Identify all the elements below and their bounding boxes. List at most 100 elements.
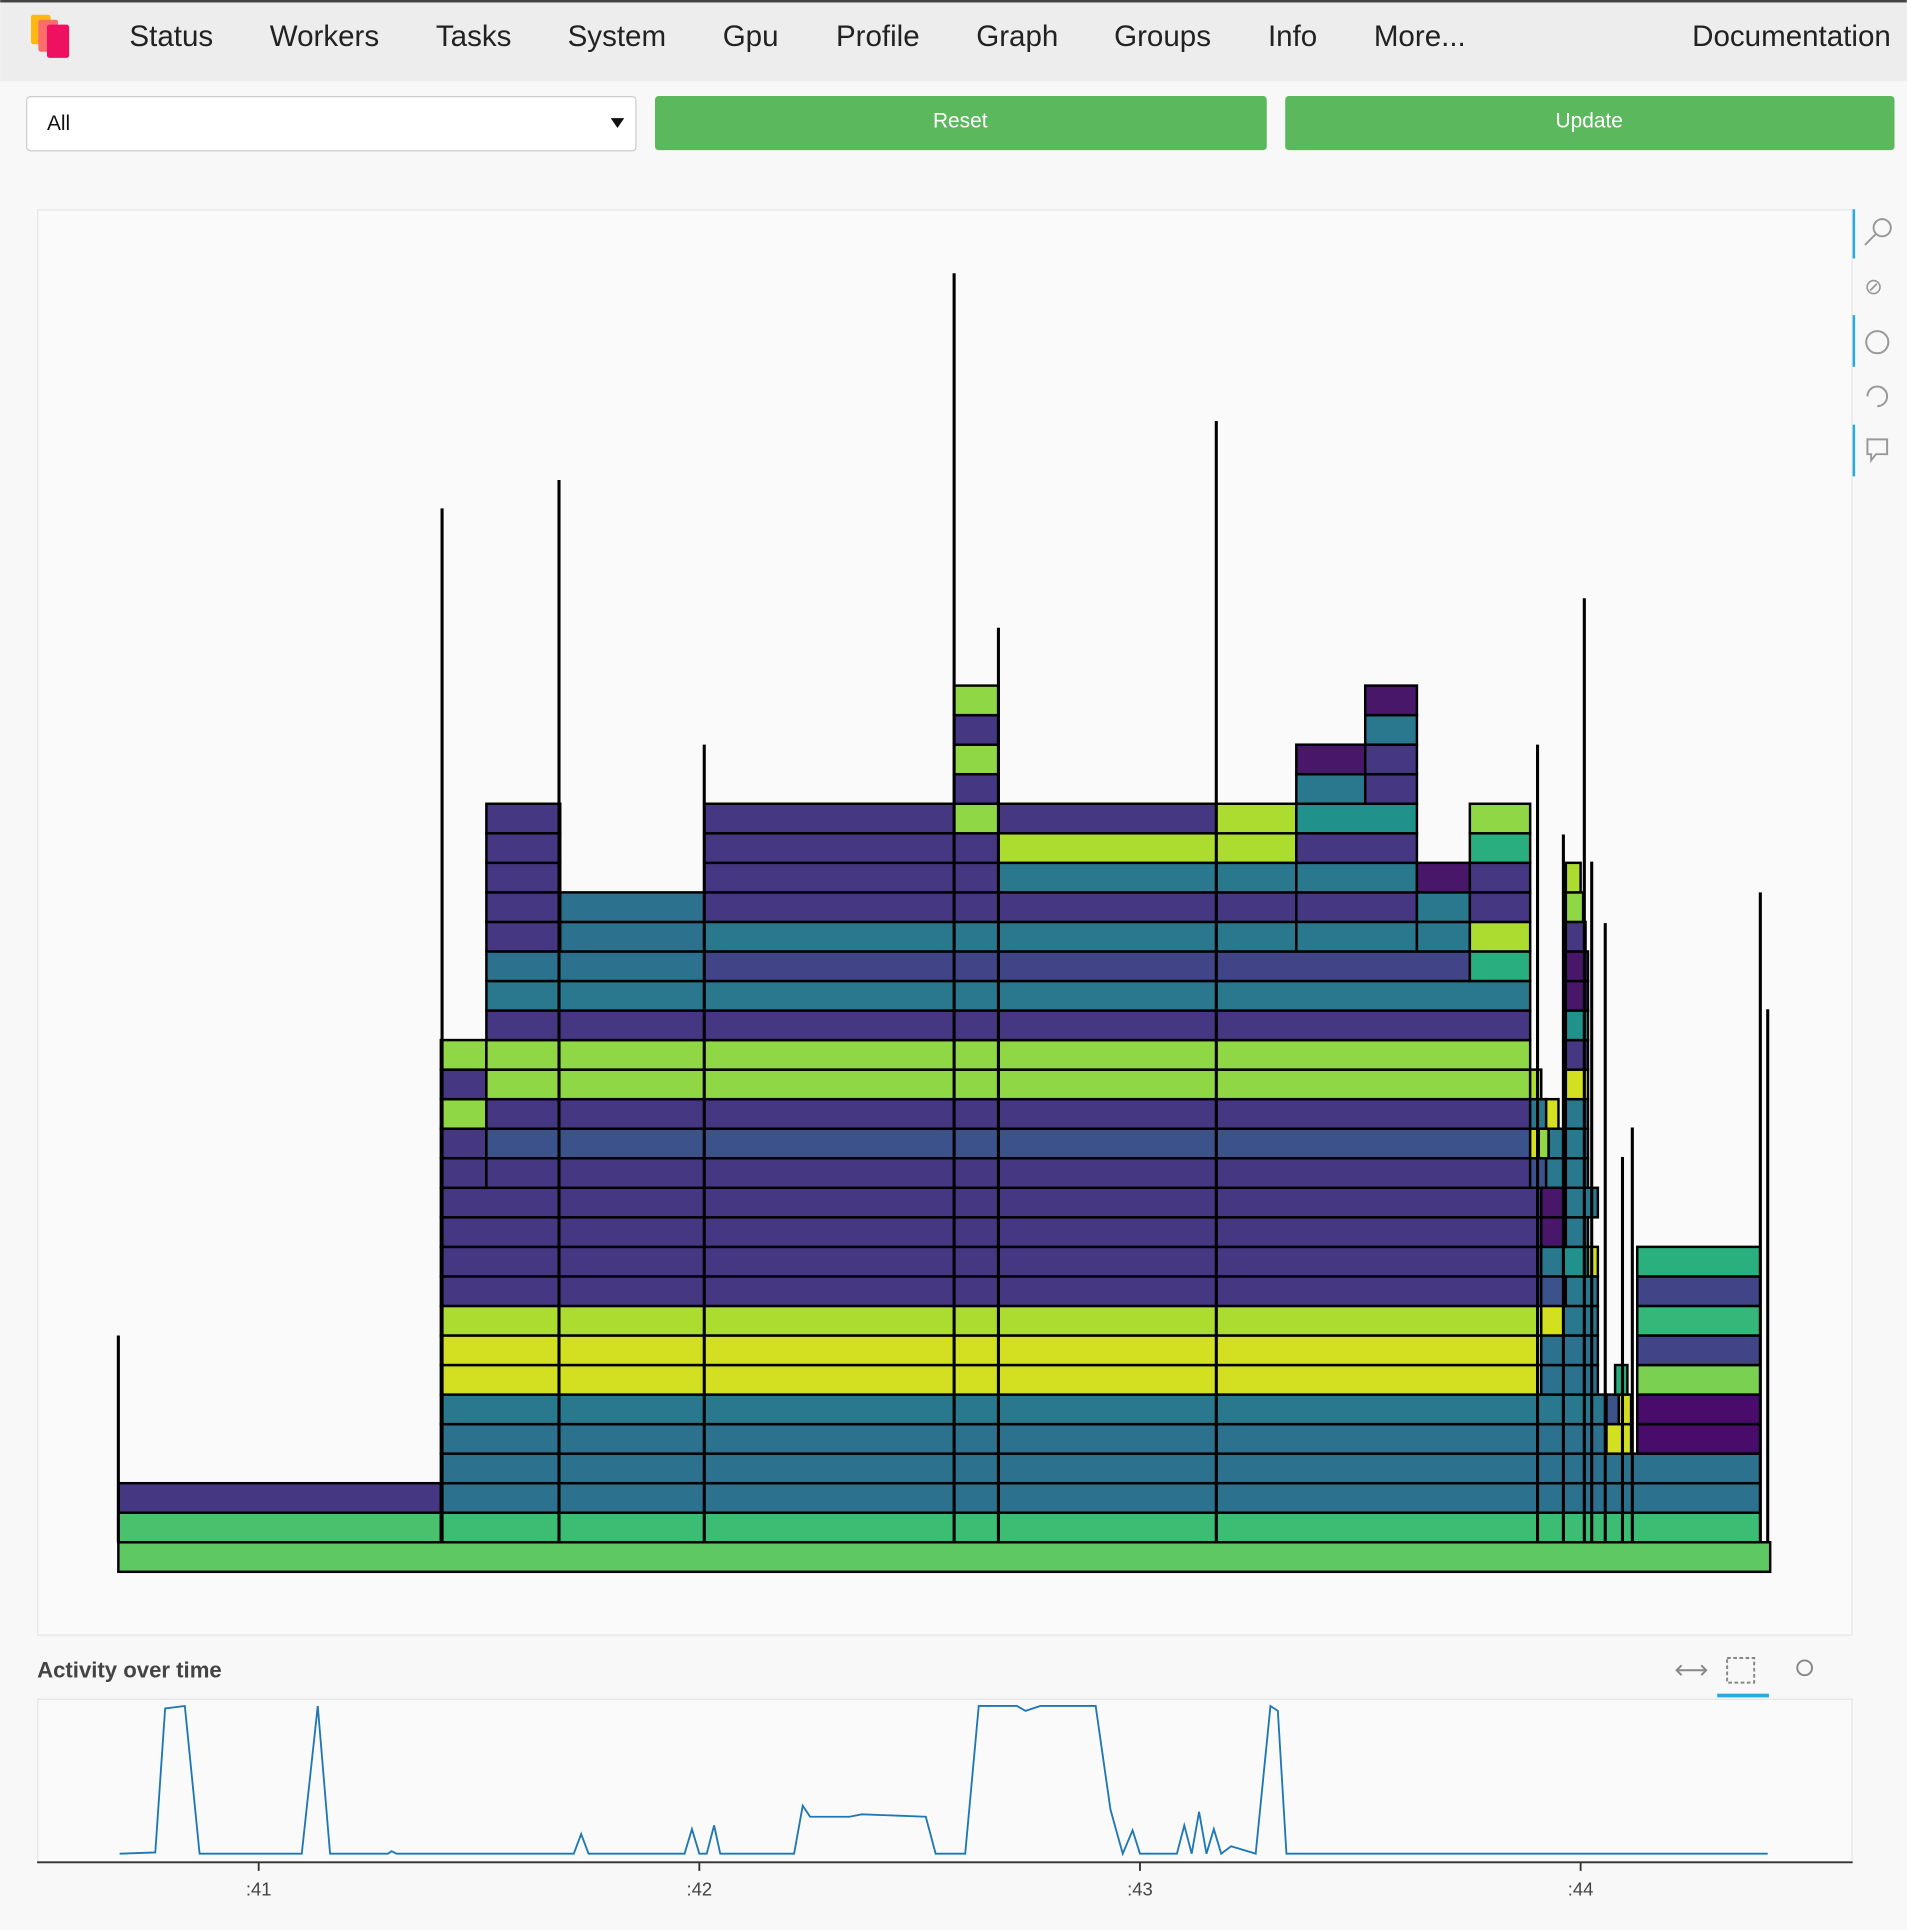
frame-block[interactable] — [1537, 1127, 1550, 1160]
frame-block[interactable] — [485, 979, 1532, 1012]
frame-block[interactable] — [1215, 802, 1298, 835]
frame-block[interactable] — [1363, 713, 1419, 746]
zoom-tool[interactable] — [1872, 218, 1892, 238]
frame-block[interactable] — [952, 743, 1000, 776]
frame-block[interactable] — [1363, 684, 1419, 717]
frame-block[interactable] — [439, 1422, 1608, 1455]
frame-block[interactable] — [1617, 1393, 1633, 1426]
nav-link[interactable]: Tasks — [436, 20, 512, 53]
frame-block[interactable] — [439, 1097, 488, 1130]
frame-block[interactable] — [1295, 772, 1367, 805]
frame-block[interactable] — [1295, 920, 1419, 953]
nav-link[interactable]: Status — [129, 20, 213, 53]
box-zoom-tool[interactable] — [1726, 1656, 1756, 1684]
frame-block[interactable] — [1540, 1186, 1568, 1219]
frame-block[interactable] — [439, 1275, 1543, 1308]
frame-block[interactable] — [1564, 861, 1582, 894]
nav-link[interactable]: Gpu — [723, 20, 779, 53]
frame-block[interactable] — [485, 1038, 1532, 1071]
frame-block[interactable] — [1564, 920, 1587, 953]
frame-block[interactable] — [1468, 861, 1532, 894]
frame-block[interactable] — [439, 1334, 1543, 1367]
reset-button[interactable] — [655, 96, 1267, 151]
frame-block[interactable] — [1415, 891, 1472, 924]
frame-block[interactable] — [1295, 832, 1419, 865]
frame-block[interactable] — [1540, 1334, 1600, 1367]
reset-tool[interactable] — [1866, 385, 1889, 408]
nav-link[interactable]: Workers — [270, 20, 379, 53]
frame-block[interactable] — [485, 802, 562, 835]
frame-block[interactable] — [997, 802, 1218, 835]
frame-block[interactable] — [117, 1511, 443, 1544]
frame-block[interactable] — [1636, 1245, 1762, 1278]
select-box[interactable] — [26, 96, 637, 152]
hover-tool[interactable] — [1866, 438, 1889, 464]
frame-block[interactable] — [485, 1127, 1532, 1160]
frame-block[interactable] — [1636, 1393, 1762, 1426]
frame-block[interactable] — [1468, 891, 1532, 924]
frame-block[interactable] — [1468, 802, 1532, 835]
frame-block[interactable] — [1363, 743, 1419, 776]
logo[interactable] — [30, 14, 70, 58]
frame-block[interactable] — [439, 1304, 1543, 1337]
frame-block[interactable] — [1636, 1363, 1762, 1396]
frame-block[interactable] — [485, 1097, 1532, 1130]
frame-block[interactable] — [1544, 1097, 1560, 1130]
frame-block[interactable] — [439, 1363, 1543, 1396]
frame-block[interactable] — [703, 950, 1472, 983]
frame-block[interactable] — [1295, 743, 1367, 776]
frame-block[interactable] — [559, 920, 706, 953]
frame-block[interactable] — [485, 1009, 1532, 1042]
wheel-zoom-tool[interactable] — [1865, 330, 1890, 355]
frame-block[interactable] — [1295, 802, 1419, 835]
frame-block[interactable] — [1363, 772, 1419, 805]
frame-block[interactable] — [1415, 861, 1472, 894]
frame-block[interactable] — [997, 861, 1298, 894]
frame-block[interactable] — [1295, 861, 1419, 894]
wheel-tool[interactable] — [1796, 1659, 1814, 1677]
frame-block[interactable] — [703, 891, 1298, 924]
frame-block[interactable] — [485, 1157, 1532, 1190]
frame-block[interactable] — [439, 1216, 1543, 1249]
frame-block[interactable] — [703, 920, 1298, 953]
frame-block[interactable] — [439, 1186, 1543, 1219]
frame-block[interactable] — [439, 1038, 488, 1071]
frame-block[interactable] — [485, 1068, 1532, 1101]
frame-block[interactable] — [485, 861, 562, 894]
frame-block[interactable] — [1540, 1304, 1565, 1337]
frame-block[interactable] — [1540, 1245, 1565, 1278]
frame-block[interactable] — [117, 1541, 1772, 1574]
frame-block[interactable] — [1636, 1304, 1762, 1337]
frame-block[interactable] — [559, 891, 706, 924]
frame-block[interactable] — [1295, 891, 1419, 924]
frame-block[interactable] — [439, 1452, 1762, 1485]
frame-block[interactable] — [485, 891, 562, 924]
frame-block[interactable] — [485, 832, 562, 865]
frame-block[interactable] — [117, 1481, 443, 1514]
frame-block[interactable] — [485, 950, 706, 983]
frame-block[interactable] — [1605, 1393, 1621, 1426]
frame-block[interactable] — [1564, 891, 1585, 924]
nav-link[interactable]: More... — [1374, 20, 1466, 53]
nav-link[interactable]: Profile — [836, 20, 920, 53]
nav-link[interactable]: Graph — [976, 20, 1058, 53]
frame-block[interactable] — [952, 684, 1000, 717]
frame-block[interactable] — [439, 1127, 488, 1160]
nav-link[interactable]: System — [568, 20, 666, 53]
frame-block[interactable] — [439, 1393, 1608, 1426]
frame-block[interactable] — [952, 802, 1000, 835]
pan-tool[interactable] — [1675, 1664, 1708, 1676]
frame-block[interactable] — [703, 802, 956, 835]
frame-block[interactable] — [952, 772, 1000, 805]
frame-block[interactable] — [1415, 920, 1472, 953]
frame-block[interactable] — [439, 1245, 1543, 1278]
frame-block[interactable] — [1468, 950, 1532, 983]
nav-link[interactable]: Info — [1268, 20, 1317, 53]
frame-block[interactable] — [1540, 1363, 1600, 1396]
frame-block[interactable] — [1605, 1422, 1633, 1455]
frame-block[interactable] — [439, 1157, 488, 1190]
update-button[interactable] — [1285, 96, 1895, 151]
frame-block[interactable] — [1636, 1275, 1762, 1308]
frame-block[interactable] — [952, 713, 1000, 746]
frame-block[interactable] — [1468, 832, 1532, 865]
